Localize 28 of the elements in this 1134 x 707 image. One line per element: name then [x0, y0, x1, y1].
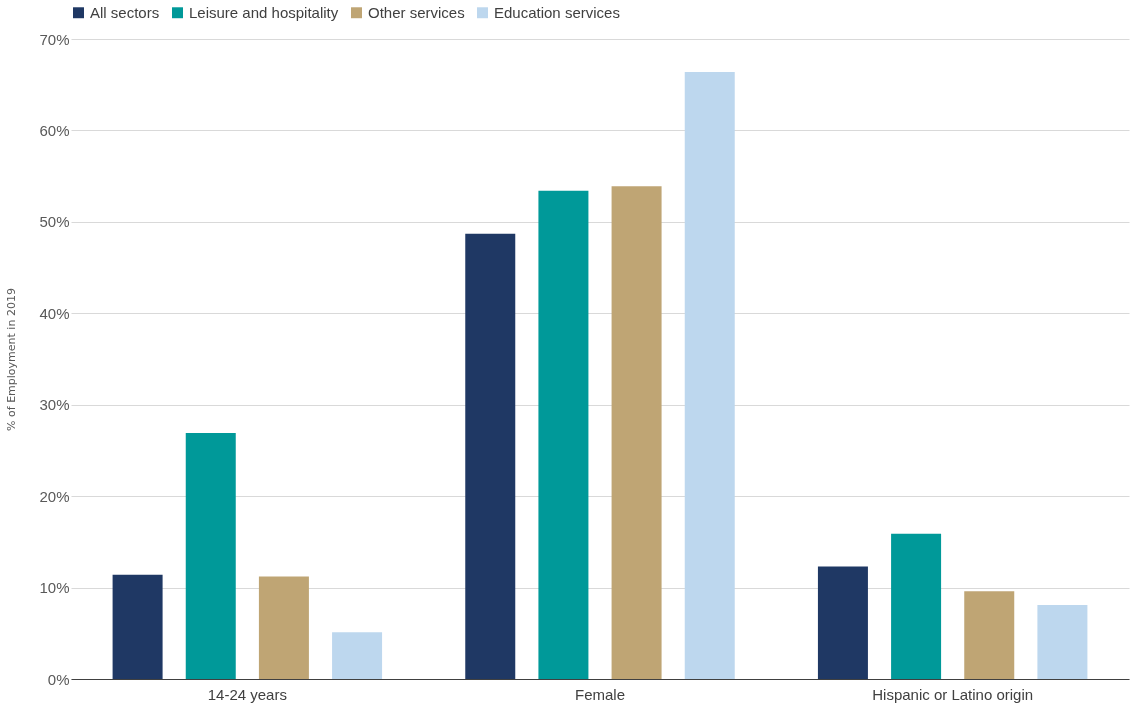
x-tick-label: Female	[574, 685, 626, 703]
bar	[258, 576, 309, 679]
y-tick-label: 70%	[39, 30, 70, 48]
legend-label: Education services	[494, 3, 620, 21]
bar	[1037, 604, 1088, 679]
y-tick-label: 40%	[39, 304, 70, 322]
bar	[185, 433, 236, 679]
x-tick-label: Hispanic or Latino origin	[872, 685, 1034, 703]
bar	[611, 186, 662, 679]
bar	[112, 574, 163, 679]
y-tick-label: 50%	[39, 213, 70, 231]
y-tick-label: 30%	[39, 396, 70, 414]
bar	[332, 632, 383, 679]
bar	[538, 190, 589, 679]
bar	[964, 591, 1015, 679]
y-tick-label: 10%	[39, 579, 70, 597]
bar	[817, 566, 868, 679]
bar	[684, 71, 735, 679]
legend-label: All sectors	[90, 3, 160, 21]
y-tick-label: 60%	[39, 121, 70, 139]
legend-label: Leisure and hospitality	[189, 3, 339, 21]
y-tick-label: 20%	[39, 487, 70, 505]
x-tick-label: 14-24 years	[207, 685, 287, 703]
bar	[465, 233, 516, 679]
legend-label: Other services	[368, 3, 465, 21]
y-tick-label: 0%	[47, 670, 70, 688]
bar	[891, 533, 942, 679]
y-axis-title: % of Employment in 2019	[5, 288, 19, 431]
